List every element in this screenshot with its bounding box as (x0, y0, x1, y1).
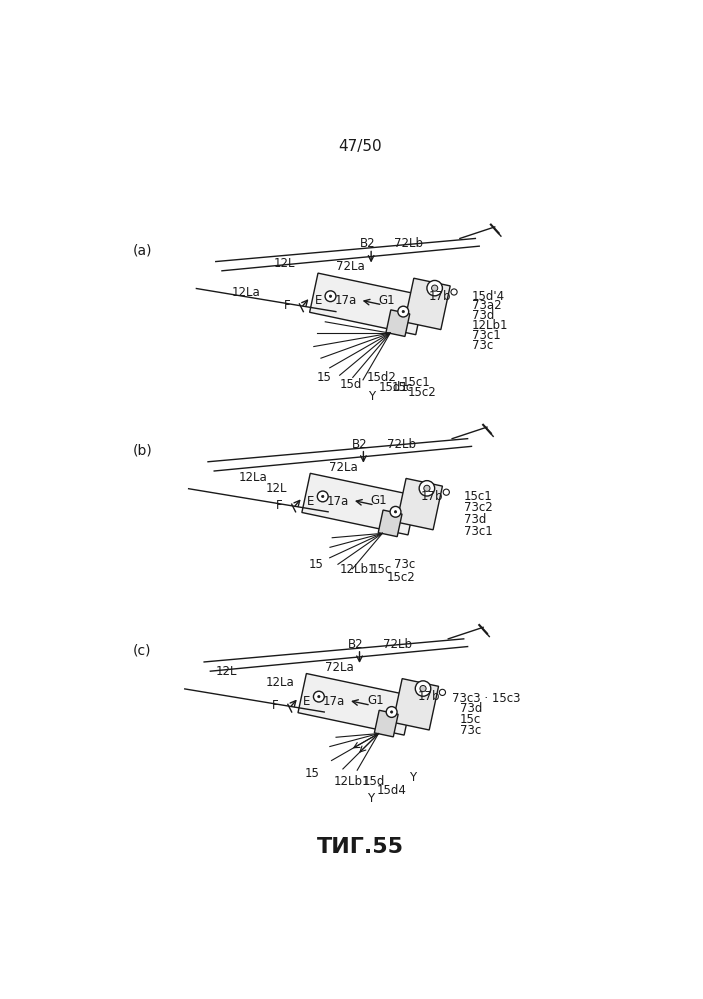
Text: 73c3 · 15c3: 73c3 · 15c3 (452, 691, 521, 704)
Circle shape (329, 295, 332, 298)
Text: 72La: 72La (325, 661, 354, 674)
Circle shape (386, 706, 397, 717)
Text: (b): (b) (133, 444, 153, 458)
Circle shape (398, 307, 408, 317)
Text: 15c1: 15c1 (401, 376, 430, 389)
Polygon shape (309, 273, 424, 335)
Polygon shape (375, 710, 398, 737)
Polygon shape (404, 279, 450, 330)
Text: (a): (a) (133, 243, 153, 257)
Text: 15d4: 15d4 (377, 784, 407, 797)
Text: F: F (272, 699, 279, 712)
Text: 17b: 17b (429, 290, 451, 303)
Polygon shape (378, 510, 402, 536)
Text: 73c1: 73c1 (472, 329, 501, 342)
Text: G1: G1 (370, 494, 387, 506)
Text: 15c: 15c (392, 381, 413, 394)
Text: B2: B2 (348, 637, 363, 650)
Circle shape (424, 486, 430, 492)
Polygon shape (386, 310, 410, 337)
Text: 12Lb1: 12Lb1 (333, 775, 370, 788)
Circle shape (390, 506, 401, 517)
Text: ΤИГ.55: ΤИГ.55 (316, 837, 404, 857)
Circle shape (419, 481, 434, 497)
Text: B2: B2 (359, 238, 375, 251)
Text: (c): (c) (133, 643, 151, 657)
Text: 15c2: 15c2 (386, 570, 415, 583)
Text: 72Lb: 72Lb (387, 438, 415, 451)
Text: 15c1: 15c1 (464, 490, 493, 502)
Circle shape (318, 695, 320, 697)
Text: 73d: 73d (472, 309, 494, 322)
Text: 12L: 12L (266, 483, 288, 496)
Circle shape (325, 291, 336, 302)
Text: 73c: 73c (394, 557, 415, 570)
Text: 72Lb: 72Lb (394, 238, 423, 251)
Text: 15: 15 (316, 371, 331, 384)
Text: E: E (315, 295, 322, 308)
Circle shape (443, 490, 449, 496)
Text: 17b: 17b (421, 490, 444, 502)
Text: 15d2: 15d2 (367, 371, 396, 384)
Text: E: E (307, 495, 314, 507)
Text: Y: Y (410, 771, 417, 784)
Text: 12Lb1: 12Lb1 (472, 319, 508, 332)
Text: 73c: 73c (460, 724, 481, 737)
Text: 73a2: 73a2 (472, 299, 501, 312)
Text: Y: Y (368, 390, 375, 403)
Circle shape (402, 311, 404, 313)
Text: 17a: 17a (327, 495, 349, 507)
Text: 17a: 17a (323, 694, 345, 707)
Text: 12La: 12La (231, 286, 260, 299)
Text: 17b: 17b (418, 690, 440, 703)
Text: 12La: 12La (239, 471, 268, 484)
Circle shape (415, 681, 431, 696)
Text: 12L: 12L (216, 665, 237, 678)
Text: F: F (284, 299, 290, 312)
Text: 12La: 12La (266, 676, 295, 689)
Text: 15c: 15c (460, 713, 481, 726)
Circle shape (394, 510, 396, 512)
Circle shape (427, 281, 442, 296)
Text: 72La: 72La (328, 461, 357, 474)
Circle shape (451, 289, 457, 295)
Text: 15d: 15d (340, 379, 362, 392)
Text: 15c: 15c (370, 563, 392, 576)
Text: 72Lb: 72Lb (382, 637, 412, 650)
Circle shape (314, 691, 324, 702)
Text: 12L: 12L (274, 258, 295, 271)
Text: 73c2: 73c2 (464, 501, 493, 514)
Text: 15d'4: 15d'4 (472, 290, 505, 303)
Text: 73d: 73d (460, 702, 482, 715)
Polygon shape (396, 479, 442, 529)
Text: G1: G1 (367, 694, 384, 707)
Text: 12Lb1: 12Lb1 (340, 563, 376, 576)
Text: 15d: 15d (363, 775, 385, 788)
Circle shape (420, 685, 426, 691)
Text: 15d1: 15d1 (378, 381, 408, 394)
Circle shape (321, 496, 324, 498)
Text: 73d: 73d (464, 513, 486, 526)
Text: 15c2: 15c2 (407, 386, 436, 399)
Text: 72La: 72La (336, 261, 365, 274)
Circle shape (390, 711, 393, 713)
Circle shape (439, 689, 446, 695)
Text: 73c: 73c (472, 339, 493, 352)
Text: 47/50: 47/50 (338, 139, 382, 154)
Polygon shape (393, 678, 439, 730)
Text: 17a: 17a (335, 295, 356, 308)
Text: B2: B2 (352, 438, 368, 451)
Text: 73c1: 73c1 (464, 524, 493, 537)
Text: 15: 15 (305, 767, 320, 780)
Text: F: F (276, 500, 283, 512)
Polygon shape (298, 673, 413, 735)
Circle shape (432, 285, 438, 292)
Polygon shape (302, 474, 416, 534)
Text: Y: Y (367, 792, 374, 805)
Text: E: E (303, 694, 311, 707)
Circle shape (317, 492, 328, 501)
Text: G1: G1 (378, 294, 395, 307)
Text: 15: 15 (309, 557, 323, 570)
